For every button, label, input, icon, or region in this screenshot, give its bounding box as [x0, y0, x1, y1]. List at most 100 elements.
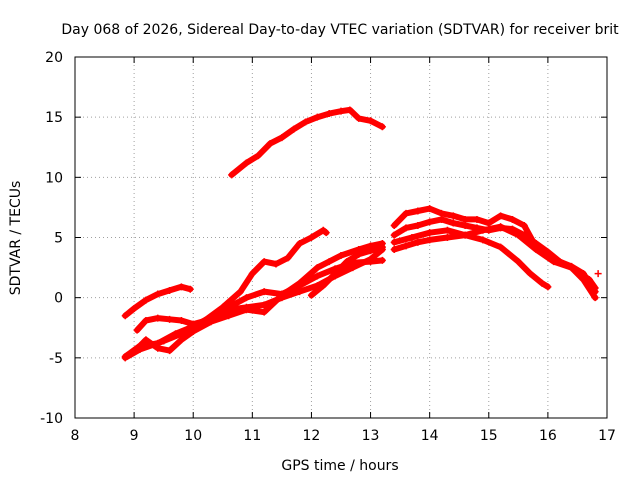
data-point	[414, 238, 422, 246]
series-trace	[228, 106, 386, 178]
data-point	[121, 312, 129, 320]
x-axis-label: GPS time / hours	[281, 458, 398, 474]
data-point	[443, 226, 451, 234]
data-point	[520, 221, 528, 229]
data-point	[437, 209, 445, 217]
data-point	[402, 224, 410, 232]
data-point	[591, 284, 599, 292]
data-point	[284, 254, 292, 262]
data-point	[414, 207, 422, 215]
data-point	[186, 285, 194, 293]
data-point	[154, 290, 162, 298]
data-point	[189, 327, 197, 335]
x-tick-label: 12	[303, 428, 321, 444]
data-point	[538, 279, 546, 287]
axis-ticks	[74, 56, 608, 419]
data-point	[390, 246, 398, 254]
tick-labels: 8 9 10 11 12 13 14 15 16 17 -10 -5 0 5 10 15 20	[40, 50, 616, 444]
data-point	[248, 270, 256, 278]
data-point	[514, 231, 522, 239]
x-tick-label: 16	[539, 428, 557, 444]
data-point	[408, 234, 416, 241]
data-point	[426, 205, 434, 213]
data-point	[166, 286, 174, 294]
series-track-7	[307, 243, 386, 299]
data-point	[260, 301, 268, 309]
data-point	[278, 134, 286, 142]
data-point	[485, 219, 493, 227]
data-point	[313, 113, 321, 121]
data-point	[296, 288, 304, 296]
data-point	[322, 229, 330, 237]
chart-title: Day 068 of 2026, Sidereal Day-to-day VTE…	[61, 22, 619, 38]
data-point	[346, 106, 354, 114]
y-tick-label: 0	[54, 291, 63, 307]
data-point	[207, 318, 215, 326]
data-point	[307, 234, 315, 241]
y-axis-label: SDTVAR / TECUs	[8, 181, 24, 296]
data-point	[260, 308, 268, 316]
data-point	[242, 159, 250, 167]
data-point	[142, 317, 150, 325]
x-tick-label: 10	[184, 428, 202, 444]
data-point	[378, 123, 386, 131]
data-point	[166, 315, 174, 323]
data-point	[242, 294, 250, 302]
data-point	[254, 152, 262, 160]
data-point	[449, 212, 457, 220]
data-point	[296, 240, 304, 248]
data-point	[461, 221, 469, 229]
series-track-8	[390, 205, 599, 296]
data-point	[302, 118, 310, 126]
data-point	[449, 219, 457, 227]
data-point	[426, 229, 434, 237]
y-tick-label: 10	[45, 170, 63, 186]
data-point	[225, 303, 233, 311]
data-point	[426, 236, 434, 244]
data-point	[526, 270, 534, 278]
data-point	[189, 320, 197, 328]
data-point	[585, 276, 593, 284]
data-point	[355, 250, 363, 258]
x-tick-label: 8	[71, 428, 80, 444]
data-point	[260, 288, 268, 296]
data-point	[591, 294, 599, 302]
x-tick-label: 15	[480, 428, 498, 444]
data-point	[497, 212, 505, 220]
data-point	[497, 243, 505, 251]
data-point	[142, 336, 150, 344]
data-point	[319, 282, 327, 290]
data-point	[307, 291, 315, 299]
data-point	[242, 306, 250, 314]
data-point	[390, 231, 398, 239]
data-point	[142, 296, 150, 304]
data-point	[390, 221, 398, 229]
data-point	[325, 258, 333, 266]
y-tick-label: -5	[49, 351, 63, 367]
data-point	[337, 252, 345, 260]
data-point	[508, 215, 516, 223]
data-point	[461, 231, 469, 239]
data-point	[355, 114, 363, 122]
data-point	[290, 125, 298, 133]
data-point	[177, 317, 185, 325]
data-point	[414, 221, 422, 229]
data-point	[177, 283, 185, 291]
data-point	[402, 242, 410, 250]
data-point	[237, 288, 245, 296]
x-tick-label: 9	[130, 428, 139, 444]
x-tick-label: 17	[598, 428, 616, 444]
data-point	[313, 272, 321, 280]
data-point	[166, 347, 174, 355]
data-point	[331, 270, 339, 278]
data-point	[594, 270, 602, 278]
series-trace	[122, 246, 386, 360]
data-point	[343, 258, 351, 266]
data-point	[461, 215, 469, 223]
series-trace	[391, 223, 599, 291]
y-tick-label: 20	[45, 50, 63, 66]
data-point	[154, 344, 162, 352]
data-point	[130, 304, 138, 312]
data-points	[121, 106, 602, 362]
